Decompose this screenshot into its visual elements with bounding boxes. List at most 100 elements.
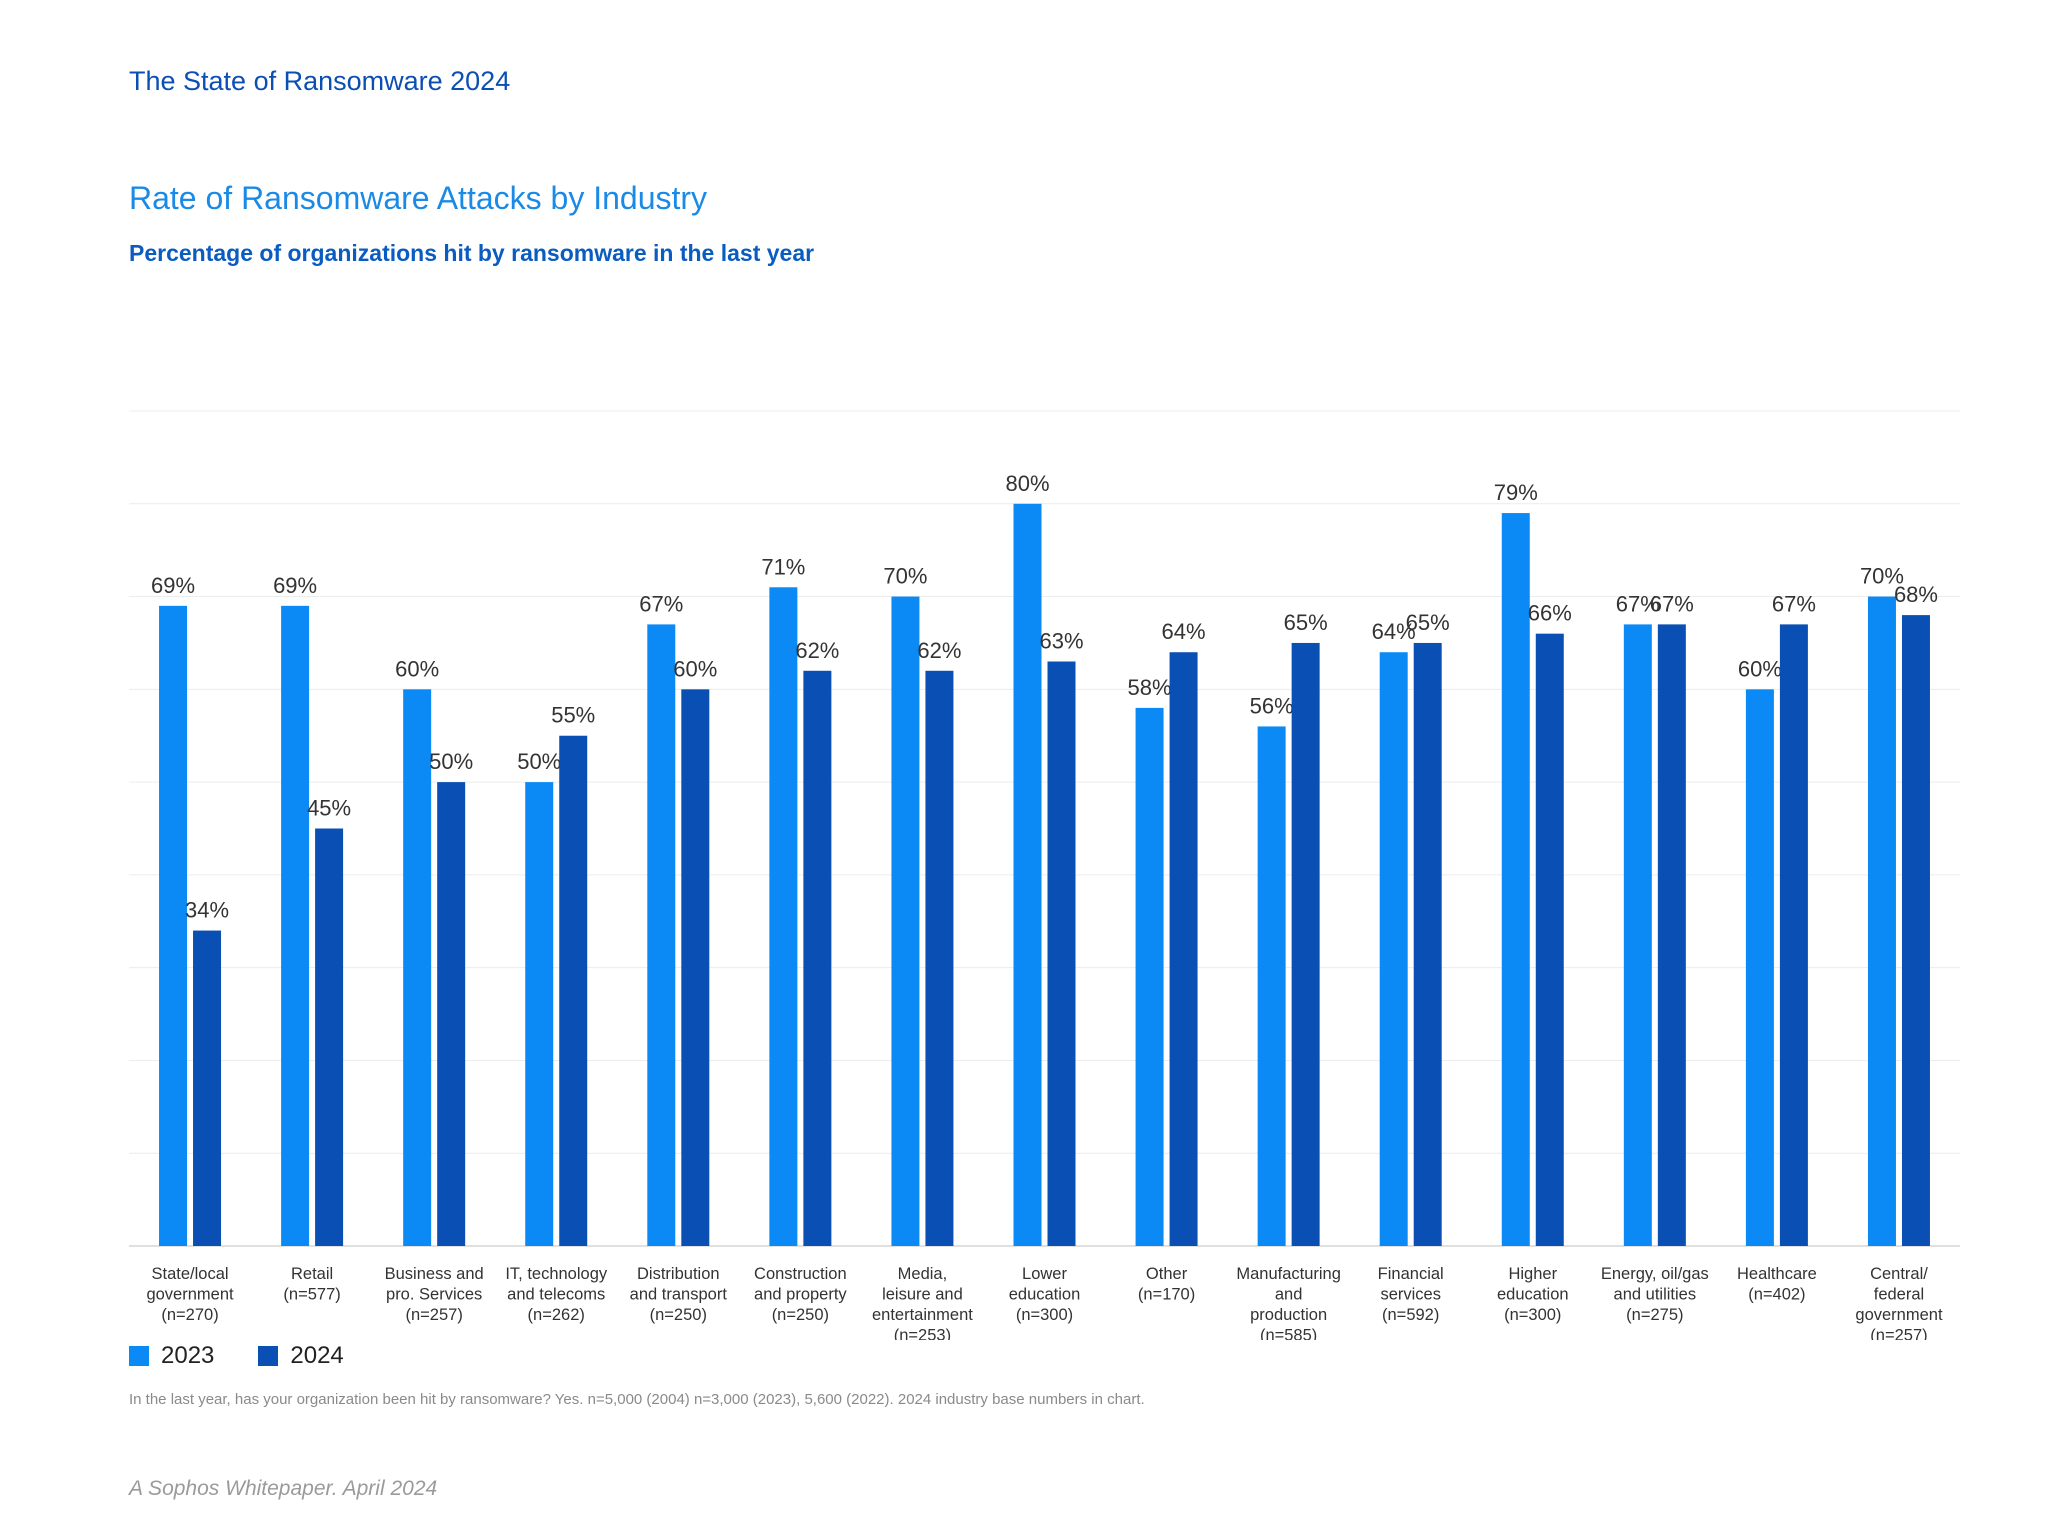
category-label: Higher: [1508, 1265, 1557, 1283]
bar-2024: [1291, 642, 1320, 1246]
category-label: (n=250): [772, 1306, 829, 1324]
category-label: (n=275): [1626, 1306, 1683, 1324]
category-label: IT, technology: [505, 1265, 608, 1283]
category-label: (n=257): [405, 1306, 462, 1324]
category-label: Distribution: [637, 1265, 720, 1283]
category-label: (n=250): [650, 1306, 707, 1324]
legend-swatch-2024: [258, 1346, 279, 1366]
bar-2024: [437, 782, 466, 1246]
category-label: entertainment: [872, 1306, 973, 1324]
category-label: (n=577): [283, 1286, 340, 1304]
data-label-2023: 69%: [273, 573, 317, 598]
category-label: government: [146, 1286, 234, 1304]
bar-2023: [1867, 596, 1896, 1246]
category-label: leisure and: [882, 1286, 963, 1304]
category-label: (n=300): [1016, 1306, 1073, 1324]
category-label: and: [1275, 1286, 1303, 1304]
bar-2023: [281, 605, 310, 1246]
bar-2024: [1535, 633, 1564, 1246]
bar-chart: 69% 34% State/local government (n=270) 69% 45%…: [129, 410, 1960, 1341]
data-label-2023: 60%: [395, 656, 439, 681]
category-label: (n=170): [1138, 1286, 1195, 1304]
data-label-2024: 65%: [1284, 610, 1328, 635]
data-label-2024: 67%: [1650, 591, 1694, 616]
data-label-2023: 60%: [1738, 656, 1782, 681]
category-label: production: [1250, 1306, 1327, 1324]
data-label-2024: 60%: [673, 656, 717, 681]
data-label-2023: 56%: [1250, 693, 1294, 718]
legend-item-2024: 2024: [258, 1342, 344, 1370]
data-label-2024: 45%: [307, 796, 351, 821]
bar-2024: [1901, 615, 1930, 1246]
bar-2024: [559, 735, 588, 1246]
category-label: Central/: [1870, 1265, 1928, 1283]
bar-2024: [193, 930, 222, 1246]
bar-2023: [403, 689, 432, 1246]
category-label: government: [1855, 1306, 1943, 1324]
data-label-2024: 67%: [1772, 591, 1816, 616]
category-label: and property: [754, 1286, 847, 1304]
data-label-2023: 71%: [761, 554, 805, 579]
data-label-2024: 62%: [795, 638, 839, 663]
category-label: and telecoms: [507, 1286, 605, 1304]
category-label: Other: [1146, 1265, 1188, 1283]
data-label-2023: 80%: [1005, 471, 1049, 496]
bar-2023: [525, 782, 554, 1246]
category-label: education: [1497, 1286, 1569, 1304]
data-label-2023: 50%: [517, 749, 561, 774]
category-label: (n=253): [894, 1327, 951, 1341]
legend-swatch-2023: [129, 1346, 149, 1366]
category-label: federal: [1874, 1286, 1924, 1304]
category-label: Healthcare: [1737, 1265, 1817, 1283]
category-label: (n=262): [528, 1306, 585, 1324]
bar-2023: [1623, 624, 1652, 1246]
category-label: Media,: [898, 1265, 948, 1283]
category-label: (n=402): [1748, 1286, 1805, 1304]
data-label-2023: 69%: [151, 573, 195, 598]
category-label: Retail: [291, 1265, 333, 1283]
data-label-2024: 62%: [917, 638, 961, 663]
data-label-2023: 70%: [883, 564, 927, 589]
data-label-2024: 66%: [1528, 601, 1572, 626]
category-label: Construction: [754, 1265, 847, 1283]
category-label: (n=300): [1504, 1306, 1561, 1324]
bar-2024: [1779, 624, 1808, 1246]
category-label: and utilities: [1614, 1286, 1697, 1304]
bar-2024: [803, 670, 832, 1246]
category-label: State/local: [152, 1265, 229, 1283]
category-label: (n=585): [1260, 1327, 1317, 1341]
bar-2023: [1379, 652, 1408, 1246]
category-label: (n=592): [1382, 1306, 1439, 1324]
legend-label-2023: 2023: [161, 1342, 215, 1369]
data-label-2024: 65%: [1406, 610, 1450, 635]
bar-2024: [315, 828, 344, 1246]
category-label: and transport: [630, 1286, 728, 1304]
bar-2023: [1135, 707, 1164, 1246]
bar-2024: [925, 670, 954, 1246]
category-label: services: [1380, 1286, 1441, 1304]
category-label: pro. Services: [386, 1286, 482, 1304]
bar-2023: [1745, 689, 1774, 1246]
legend-item-2023: 2023: [129, 1342, 214, 1370]
data-label-2024: 50%: [429, 749, 473, 774]
chart-subtitle: Percentage of organizations hit by ranso…: [129, 240, 815, 266]
report-header: The State of Ransomware 2024: [129, 66, 511, 96]
report-footer: A Sophos Whitepaper. April 2024: [129, 1477, 438, 1500]
data-label-2024: 63%: [1039, 629, 1083, 654]
bar-2024: [1169, 652, 1198, 1246]
category-label: Financial: [1378, 1265, 1444, 1283]
chart-title: Rate of Ransomware Attacks by Industry: [129, 180, 708, 216]
data-label-2024: 34%: [185, 898, 229, 923]
data-label-2023: 64%: [1372, 619, 1416, 644]
bar-2023: [769, 587, 798, 1246]
bar-2024: [1413, 642, 1442, 1246]
bar-2023: [1501, 513, 1530, 1246]
data-label-2024: 68%: [1894, 582, 1938, 607]
category-label: Manufacturing: [1236, 1265, 1341, 1283]
data-label-2024: 64%: [1162, 619, 1206, 644]
category-label: Lower: [1022, 1265, 1067, 1283]
bar-2024: [1657, 624, 1686, 1246]
data-label-2023: 79%: [1494, 480, 1538, 505]
data-label-2023: 58%: [1128, 675, 1172, 700]
survey-footnote: In the last year, has your organization …: [129, 1391, 1145, 1408]
